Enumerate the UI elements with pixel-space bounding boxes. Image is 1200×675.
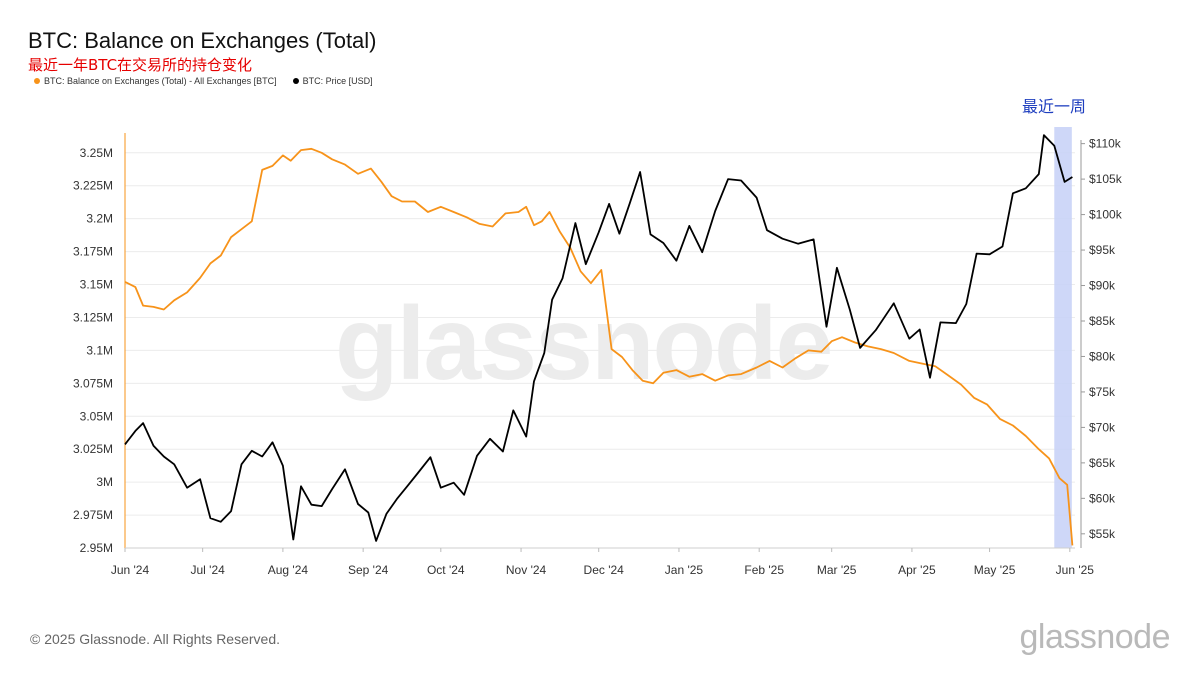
series-line-balance [124, 147, 1074, 546]
legend-dot-balance [34, 78, 40, 84]
annotation-label: 最近一周 [1022, 97, 1086, 116]
y-right-tick-label: $70k [1089, 420, 1116, 434]
legend-dot-price [292, 78, 299, 84]
y-right-tick-label: $100k [1089, 208, 1123, 222]
copyright-text: © 2025 Glassnode. All Rights Reserved. [30, 631, 281, 647]
y-right-tick-label: $95k [1089, 243, 1116, 257]
x-tick-label: Sep '24 [348, 563, 389, 577]
y-left-tick-label: 3.125M [73, 310, 113, 324]
y-left-tick-label: 3M [96, 475, 113, 489]
y-right-tick-label: $60k [1089, 491, 1116, 505]
y-left-tick-label: 3.025M [73, 442, 113, 456]
y-right-tick-label: $65k [1089, 456, 1116, 470]
x-tick-label: Aug '24 [268, 563, 309, 577]
y-right-tick-label: $75k [1089, 385, 1116, 399]
y-right-tick-label: $80k [1089, 349, 1116, 363]
y-right-tick-label: $85k [1089, 314, 1116, 328]
legend-item-price[interactable]: BTC: Price [USD] [292, 76, 373, 86]
x-tick-label: Jan '25 [665, 563, 704, 577]
x-tick-label: May '25 [974, 563, 1016, 577]
x-tick-label: Jul '24 [191, 563, 226, 577]
x-tick-label: Mar '25 [817, 563, 857, 577]
y-left-tick-label: 3.1M [86, 343, 113, 357]
x-tick-label: Dec '24 [584, 563, 625, 577]
y-right-tick-label: $105k [1089, 172, 1123, 186]
legend-label-balance: BTC: Balance on Exchanges (Total) - All … [44, 76, 277, 86]
y-left-tick-label: 3.2M [86, 212, 113, 226]
highlight-band [1054, 127, 1072, 548]
x-tick-label: Feb '25 [744, 563, 784, 577]
y-left-tick-label: 3.25M [80, 146, 113, 160]
y-left-tick-label: 3.15M [80, 278, 113, 292]
y-left-tick-label: 3.05M [80, 409, 113, 423]
x-tick-label: Apr '25 [898, 563, 936, 577]
y-left-tick-label: 3.225M [73, 179, 113, 193]
legend-label-price: BTC: Price [USD] [302, 76, 373, 86]
x-tick-label: Oct '24 [427, 563, 465, 577]
x-tick-label: Jun '25 [1056, 563, 1095, 577]
series-line-price [124, 134, 1073, 542]
y-right-tick-label: $90k [1089, 279, 1116, 293]
x-tick-label: Nov '24 [506, 563, 547, 577]
chart-subtitle: 最近一年BTC在交易所的持仓变化 [28, 56, 253, 74]
y-left-tick-label: 2.975M [73, 508, 113, 522]
x-tick-label: Jun '24 [111, 563, 150, 577]
y-left-tick-label: 2.95M [80, 541, 113, 555]
brand-logo: glassnode [1019, 618, 1170, 656]
chart-legend: BTC: Balance on Exchanges (Total) - All … [34, 76, 373, 86]
chart-title: BTC: Balance on Exchanges (Total) [28, 28, 377, 53]
legend-item-balance[interactable]: BTC: Balance on Exchanges (Total) - All … [34, 76, 277, 86]
y-right-tick-label: $55k [1089, 527, 1116, 541]
y-left-tick-label: 3.075M [73, 376, 113, 390]
y-right-tick-label: $110k [1089, 137, 1122, 151]
y-left-tick-label: 3.175M [73, 245, 113, 259]
